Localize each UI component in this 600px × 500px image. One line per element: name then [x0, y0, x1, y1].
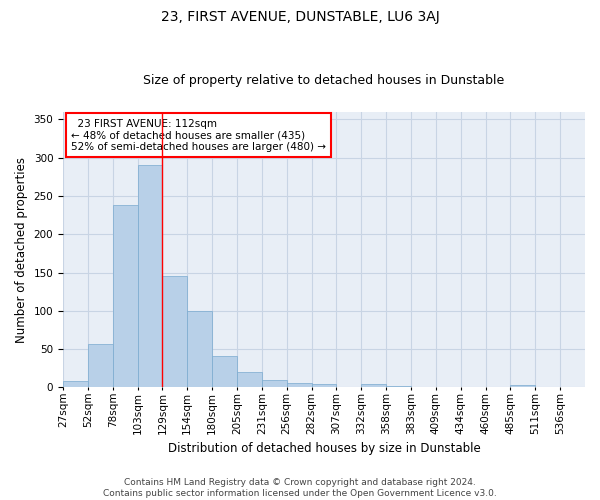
Bar [511, 385, 535, 388]
Bar [361, 384, 386, 388]
Bar [88, 344, 113, 388]
Text: 23 FIRST AVENUE: 112sqm
← 48% of detached houses are smaller (435)
52% of semi-d: 23 FIRST AVENUE: 112sqm ← 48% of detache… [71, 118, 326, 152]
Text: 23, FIRST AVENUE, DUNSTABLE, LU6 3AJ: 23, FIRST AVENUE, DUNSTABLE, LU6 3AJ [161, 10, 439, 24]
Bar [287, 383, 311, 388]
Bar [163, 276, 187, 388]
Bar [187, 311, 212, 388]
Bar [137, 164, 163, 388]
Bar [262, 380, 287, 388]
Bar [212, 356, 237, 388]
Bar [311, 384, 337, 388]
Bar [63, 382, 88, 388]
X-axis label: Distribution of detached houses by size in Dunstable: Distribution of detached houses by size … [167, 442, 481, 455]
Bar [237, 372, 262, 388]
Bar [386, 386, 411, 388]
Bar [113, 205, 137, 388]
Text: Contains HM Land Registry data © Crown copyright and database right 2024.
Contai: Contains HM Land Registry data © Crown c… [103, 478, 497, 498]
Title: Size of property relative to detached houses in Dunstable: Size of property relative to detached ho… [143, 74, 505, 87]
Y-axis label: Number of detached properties: Number of detached properties [15, 156, 28, 342]
